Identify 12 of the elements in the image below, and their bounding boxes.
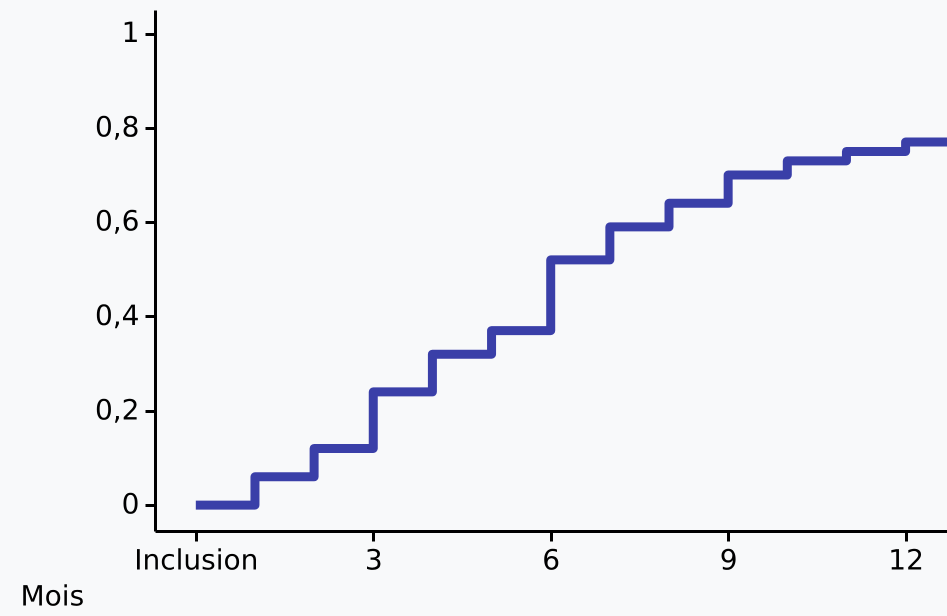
y-tick-label: 0,2 xyxy=(94,393,140,426)
x-axis-title: Mois xyxy=(20,580,84,612)
y-tick-label: 0,6 xyxy=(94,204,140,238)
y-tick-label: 0,4 xyxy=(94,298,140,332)
x-tick-label: 6 xyxy=(542,544,560,576)
x-tick-label: 9 xyxy=(720,544,738,576)
y-tick-label: 0,8 xyxy=(94,110,140,144)
x-tick-label: Inclusion xyxy=(134,544,258,576)
y-tick-label: 1 xyxy=(122,16,140,50)
y-tick-label: 0 xyxy=(122,488,140,521)
x-tick-label: 3 xyxy=(364,544,383,576)
x-tick-label: 12 xyxy=(888,544,924,576)
